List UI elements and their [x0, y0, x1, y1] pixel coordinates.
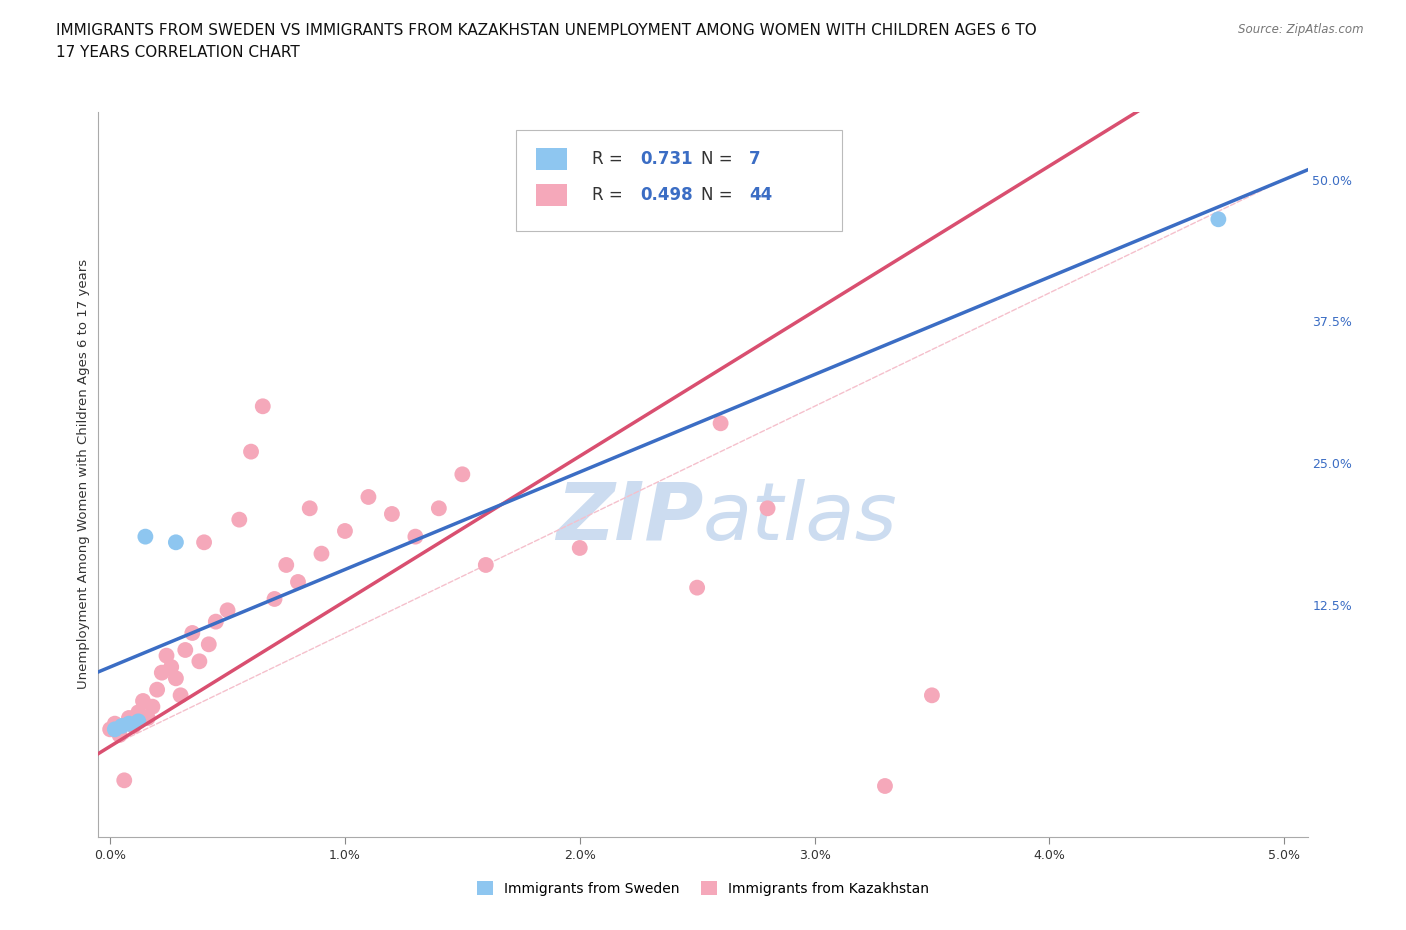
Point: [98, 722, 121, 737]
Point: [132, 694, 155, 709]
FancyBboxPatch shape: [536, 148, 567, 169]
Point: [146, 683, 169, 698]
Point: [169, 688, 191, 703]
Point: [381, 507, 404, 522]
Point: [311, 546, 333, 561]
Point: [756, 501, 779, 516]
Point: [150, 665, 173, 680]
Point: [568, 540, 591, 555]
Text: atlas: atlas: [703, 479, 898, 557]
Point: [451, 467, 474, 482]
Point: [252, 399, 274, 414]
Text: ZIP: ZIP: [555, 479, 703, 557]
Text: 0.731: 0.731: [640, 150, 693, 167]
Text: 44: 44: [749, 186, 772, 204]
Point: [193, 535, 215, 550]
Point: [217, 603, 239, 618]
Point: [118, 716, 141, 731]
Point: [165, 535, 187, 550]
Point: [134, 529, 156, 544]
Point: [475, 558, 498, 573]
Point: [165, 671, 187, 685]
Text: 0.498: 0.498: [640, 186, 693, 204]
Point: [127, 705, 149, 720]
Point: [204, 614, 226, 629]
Point: [108, 727, 131, 742]
Point: [188, 654, 211, 669]
Text: IMMIGRANTS FROM SWEDEN VS IMMIGRANTS FROM KAZAKHSTAN UNEMPLOYMENT AMONG WOMEN WI: IMMIGRANTS FROM SWEDEN VS IMMIGRANTS FRO…: [56, 23, 1038, 38]
Point: [127, 714, 149, 729]
Point: [333, 524, 356, 538]
FancyBboxPatch shape: [536, 184, 567, 206]
Point: [111, 719, 134, 734]
Point: [136, 711, 159, 725]
Point: [181, 626, 204, 641]
Point: [873, 778, 896, 793]
Text: R =: R =: [592, 150, 627, 167]
Legend: Immigrants from Sweden, Immigrants from Kazakhstan: Immigrants from Sweden, Immigrants from …: [470, 874, 936, 903]
Point: [686, 580, 709, 595]
Point: [160, 659, 183, 674]
Point: [276, 558, 298, 573]
Text: N =: N =: [700, 186, 738, 204]
Point: [104, 716, 127, 731]
Point: [118, 711, 141, 725]
Point: [298, 501, 321, 516]
Point: [155, 648, 177, 663]
Point: [1208, 212, 1230, 227]
Point: [141, 699, 163, 714]
Point: [404, 529, 426, 544]
Point: [710, 416, 733, 431]
Text: R =: R =: [592, 186, 627, 204]
Text: Source: ZipAtlas.com: Source: ZipAtlas.com: [1239, 23, 1364, 36]
Y-axis label: Unemployment Among Women with Children Ages 6 to 17 years: Unemployment Among Women with Children A…: [77, 259, 90, 689]
Text: N =: N =: [700, 150, 738, 167]
Text: 17 YEARS CORRELATION CHART: 17 YEARS CORRELATION CHART: [56, 45, 299, 60]
Point: [921, 688, 943, 703]
Point: [427, 501, 450, 516]
Point: [104, 722, 127, 737]
Point: [357, 489, 380, 504]
FancyBboxPatch shape: [516, 130, 842, 232]
Point: [112, 773, 135, 788]
Point: [174, 643, 197, 658]
Point: [263, 591, 285, 606]
Point: [122, 719, 145, 734]
Text: 7: 7: [749, 150, 761, 167]
Point: [240, 445, 263, 459]
Point: [287, 575, 309, 590]
Point: [228, 512, 250, 527]
Point: [197, 637, 219, 652]
